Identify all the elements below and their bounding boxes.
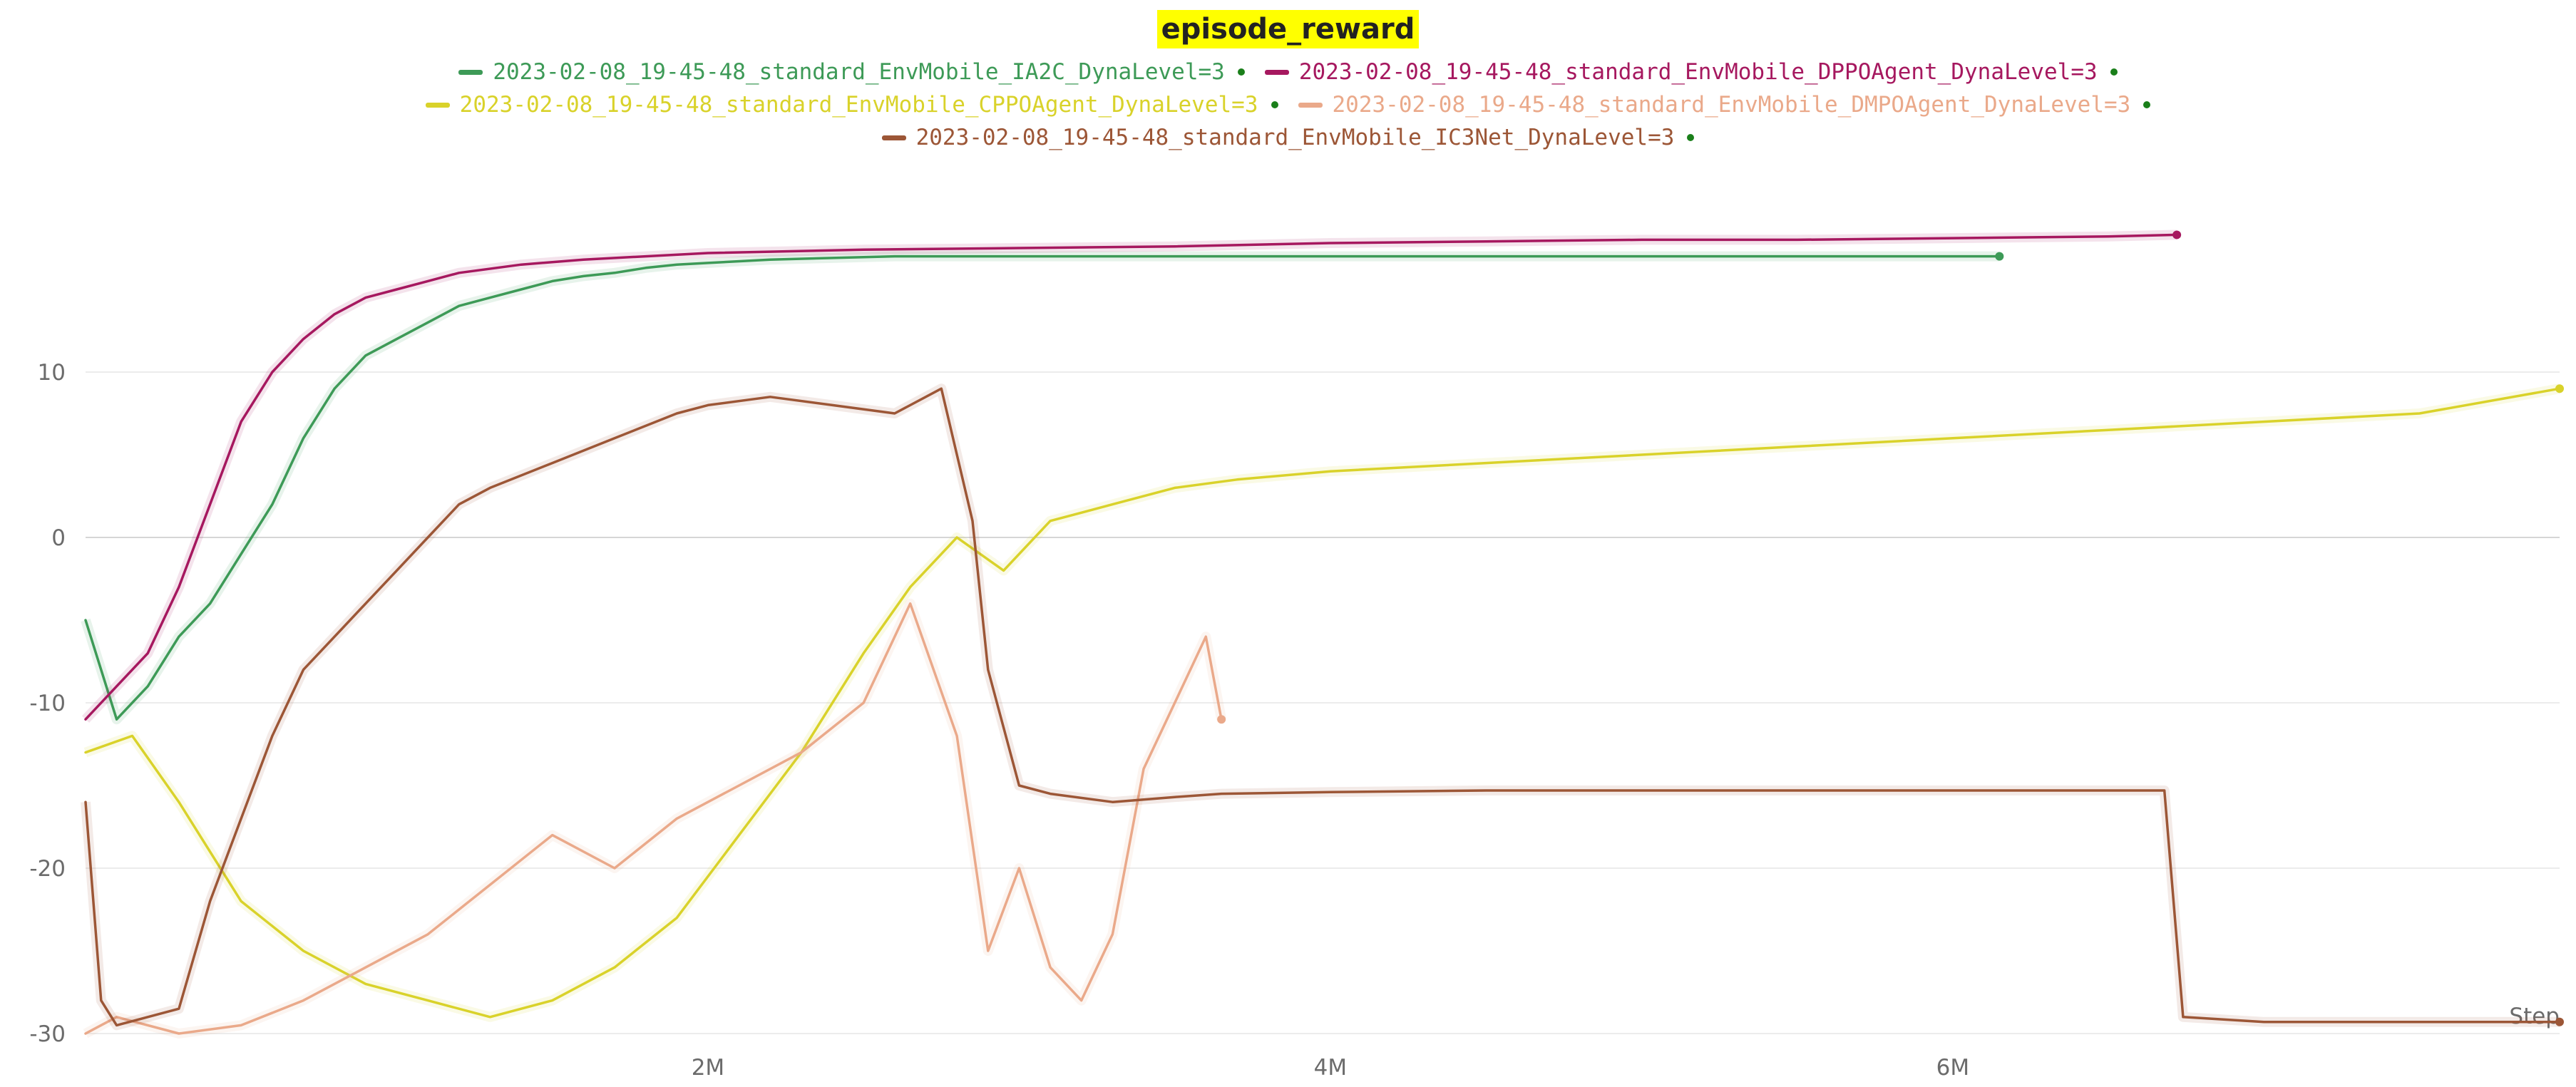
series-line-1	[84, 233, 2178, 721]
series-end-point-2	[2555, 384, 2564, 393]
legend-label: 2023-02-08_19-45-48_standard_EnvMobile_C…	[459, 92, 1258, 118]
series-band-0	[81, 251, 2000, 725]
legend-row-3: 2023-02-08_19-45-48_standard_EnvMobile_I…	[0, 121, 2576, 154]
legend-dot-icon	[1687, 134, 1695, 141]
legend-label: 2023-02-08_19-45-48_standard_EnvMobile_I…	[915, 125, 1675, 150]
legend-swatch	[1298, 102, 1323, 108]
series-line-4	[84, 387, 2561, 1027]
series-line-2	[84, 387, 2561, 1019]
series-line-3	[84, 602, 1223, 1035]
legend-item-ic3net[interactable]: 2023-02-08_19-45-48_standard_EnvMobile_I…	[881, 125, 1695, 150]
legend-dot-icon	[1271, 101, 1278, 108]
legend-dot-icon	[1237, 68, 1245, 76]
legend-swatch	[881, 135, 906, 140]
series-end-point-0	[1995, 252, 2004, 261]
y-tick-label: 10	[38, 360, 66, 386]
legend-item-cppo[interactable]: 2023-02-08_19-45-48_standard_EnvMobile_C…	[425, 92, 1278, 118]
series-end-point-3	[1217, 715, 1226, 724]
series-band-1	[81, 230, 2177, 723]
series-line-0	[84, 254, 2001, 721]
legend-item-ia2c[interactable]: 2023-02-08_19-45-48_standard_EnvMobile_I…	[458, 59, 1245, 85]
legend-item-dmpo[interactable]: 2023-02-08_19-45-48_standard_EnvMobile_D…	[1298, 92, 2151, 118]
x-tick-label: 6M	[1936, 1055, 1969, 1081]
legend-row-1: 2023-02-08_19-45-48_standard_EnvMobile_I…	[0, 56, 2576, 88]
x-axis-label: Step	[2509, 1004, 2560, 1029]
chart-legend: 2023-02-08_19-45-48_standard_EnvMobile_I…	[0, 56, 2576, 154]
series-band-4	[81, 383, 2560, 1031]
legend-label: 2023-02-08_19-45-48_standard_EnvMobile_D…	[1298, 59, 2098, 85]
legend-item-dppo[interactable]: 2023-02-08_19-45-48_standard_EnvMobile_D…	[1264, 59, 2118, 85]
legend-label: 2023-02-08_19-45-48_standard_EnvMobile_D…	[1332, 92, 2131, 118]
legend-dot-icon	[2110, 68, 2118, 76]
legend-swatch	[458, 69, 483, 75]
legend-label: 2023-02-08_19-45-48_standard_EnvMobile_I…	[493, 59, 1225, 85]
y-tick-label: -30	[29, 1021, 66, 1047]
x-tick-label: 4M	[1314, 1055, 1347, 1081]
y-tick-label: 0	[51, 525, 66, 551]
legend-swatch	[1264, 69, 1289, 75]
legend-dot-icon	[2143, 101, 2151, 108]
legend-swatch	[425, 102, 450, 108]
y-tick-label: -20	[29, 856, 66, 882]
chart-title-wrap: episode_reward	[0, 10, 2576, 48]
series-end-point-4	[2555, 1017, 2564, 1026]
y-tick-label: -10	[29, 691, 66, 716]
series-end-point-1	[2172, 230, 2182, 239]
chart-title: episode_reward	[1156, 10, 1420, 48]
legend-row-2: 2023-02-08_19-45-48_standard_EnvMobile_C…	[0, 88, 2576, 121]
x-tick-label: 2M	[692, 1055, 724, 1081]
